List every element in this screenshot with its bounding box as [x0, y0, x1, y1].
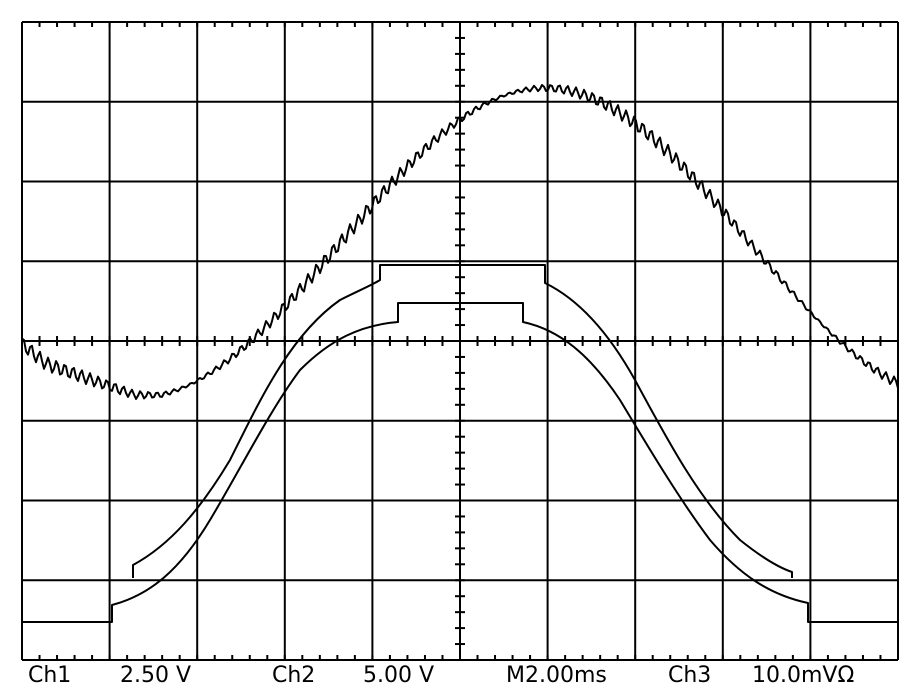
trace-ch2: [132, 264, 793, 578]
graticule: [21, 21, 899, 661]
trace-ch3: [21, 84, 899, 400]
trace-ch1: [22, 302, 898, 623]
ch3-label: Ch3: [668, 663, 711, 688]
ch2-scale: 5.00 V: [363, 663, 434, 688]
status-bar: Ch1 2.50 V Ch2 5.00 V M2.00ms Ch3 10.0mV…: [28, 663, 854, 688]
ch1-scale: 2.50 V: [120, 663, 191, 688]
ch2-label: Ch2: [272, 663, 315, 688]
ch3-scale: 10.0mVΩ: [752, 663, 854, 688]
timebase: M2.00ms: [506, 663, 607, 688]
ch1-label: Ch1: [28, 663, 71, 688]
